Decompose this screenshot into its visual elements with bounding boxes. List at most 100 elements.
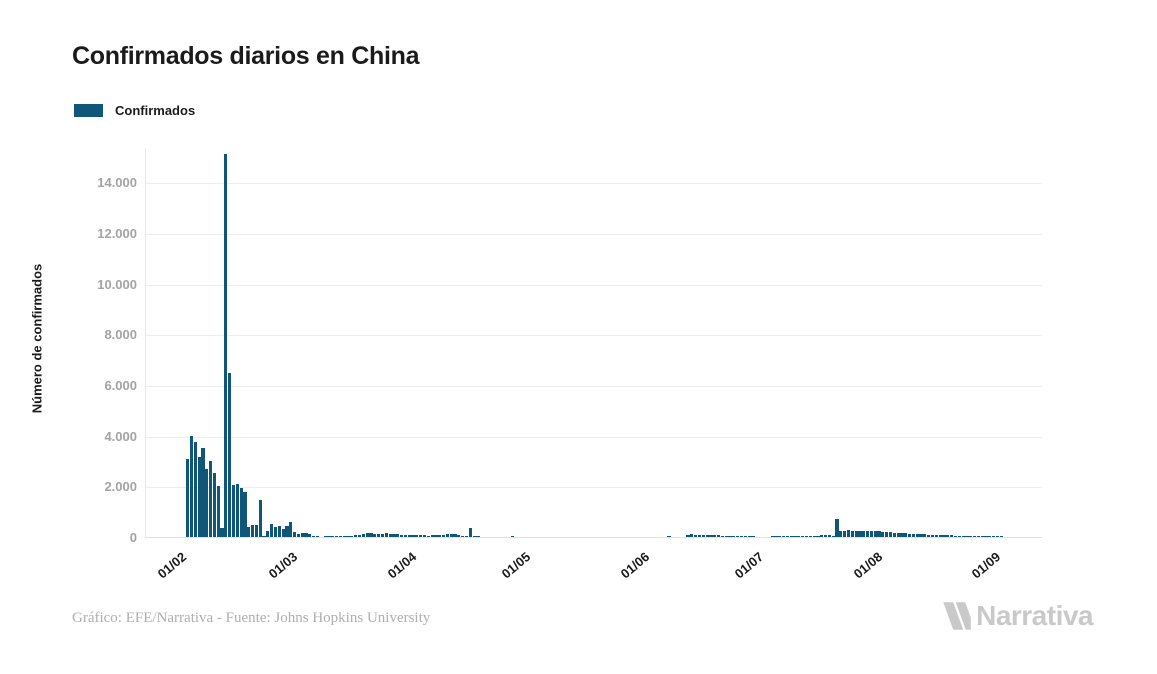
bar-25/03 [380,533,385,537]
bar-08/08 [900,533,904,537]
bar-28/04 [510,536,514,537]
bar-10/04 [441,534,446,537]
bar-09/02 [208,460,213,537]
bar-09/04 [438,535,442,537]
bar-17/04 [468,528,472,537]
bar-08/04 [434,534,438,537]
bar-23/07 [839,531,843,537]
bar-27/08 [972,536,977,537]
bar-07/02 [201,447,205,537]
bar-18/02 [243,492,247,537]
bar-13/02 [224,153,228,537]
bar-06/08 [892,532,896,537]
bar-06/03 [308,534,312,537]
bar-05/07 [770,536,774,537]
bar-31/03 [403,535,407,537]
y-tick-label: 2.000 [104,479,137,495]
legend-item-confirmados[interactable]: Confirmados [74,103,195,118]
bar-06/02 [197,457,201,537]
x-axis-line [145,537,1042,538]
gridline [145,436,1042,438]
x-tick-label: 01/06 [617,549,652,582]
bar-21/03 [365,533,369,537]
bar-07/03 [312,535,316,537]
bar-01/04 [407,534,411,537]
y-tick-label: 4.000 [104,428,137,444]
gridline [145,386,1042,388]
bar-14/08 [923,534,927,537]
bar-16/02 [235,483,239,537]
bar-03/09 [999,536,1003,537]
bar-28/08 [976,536,980,537]
bar-19/03 [357,534,362,537]
x-tick-label: 01/03 [265,549,301,582]
y-tick-label: 8.000 [104,327,137,343]
bar-13/07 [801,536,805,537]
bar-02/08 [877,531,881,537]
gridline [145,234,1042,236]
bar-20/08 [946,535,950,537]
bar-10/03 [323,536,327,537]
bar-30/06 [751,536,755,537]
bar-09/08 [904,533,908,537]
bar-13/03 [335,536,339,537]
x-tick-label: 01/04 [384,549,419,582]
bar-10/07 [789,536,793,537]
bar-12/07 [797,536,801,537]
narrativa-wordmark: Narrativa [976,600,1093,631]
gridline [145,183,1042,185]
bar-22/07 [835,519,839,537]
bar-01/08 [873,531,877,537]
bar-24/03 [377,534,381,537]
bar-20/06 [713,535,717,537]
bar-27/07 [854,530,858,537]
bar-02/09 [995,536,1000,537]
bar-24/07 [843,530,847,537]
bar-23/06 [724,535,728,537]
bar-11/04 [445,534,449,537]
bar-27/06 [739,536,744,537]
bar-06/07 [774,536,778,537]
bar-04/03 [300,533,304,537]
bar-19/07 [823,534,828,537]
bar-21/07 [831,535,835,537]
bar-05/04 [422,535,427,537]
bar-11/08 [911,533,916,537]
bar-04/08 [885,532,889,537]
bar-18/08 [938,535,942,537]
bar-24/06 [728,536,732,537]
bar-22/02 [258,500,262,537]
bar-16/03 [346,536,350,537]
bar-08/07 [781,536,786,537]
y-axis-title: Número de confirmados [29,263,45,414]
chart-title: Confirmados diarios en China [72,42,420,70]
bar-02/04 [411,534,415,537]
bar-17/08 [934,534,938,537]
bar-29/07 [862,531,866,537]
x-tick-label: 01/08 [850,549,885,582]
bar-20/07 [827,535,831,537]
bar-07/07 [778,536,782,537]
bar-18/03 [354,534,358,537]
bar-20/02 [250,525,255,537]
bar-27/03 [388,533,392,537]
bar-18/06 [705,535,709,537]
bar-28/02 [281,528,285,537]
bar-26/07 [850,530,854,537]
bar-17/07 [816,535,820,537]
bar-12/02 [220,527,224,537]
bar-19/06 [709,535,713,537]
bar-17/06 [701,535,705,537]
bar-17/03 [350,536,354,537]
bar-10/05 [556,536,560,537]
bar-04/07 [766,536,770,537]
bar-23/03 [373,533,377,537]
bar-08/02 [205,468,209,537]
bar-09/03 [319,536,323,537]
bar-23/02 [262,536,266,537]
bar-14/03 [338,536,343,537]
bar-15/06 [694,534,698,537]
bar-29/02 [285,526,289,537]
bar-21/08 [950,535,954,537]
bar-03/03 [296,533,300,537]
